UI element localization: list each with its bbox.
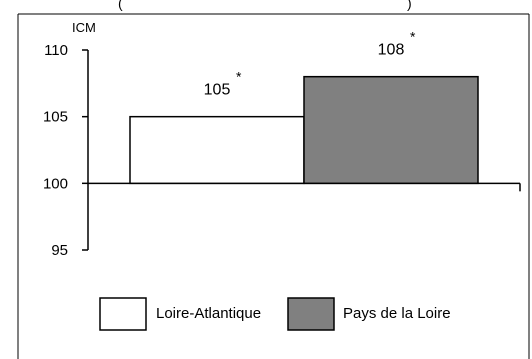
header-open-paren: ( [118, 0, 123, 11]
y-axis-unit-label: ICM [72, 20, 96, 35]
y-tick-label-100: 100 [43, 175, 68, 192]
y-tick-label-110: 110 [44, 42, 68, 59]
value-label-loire-atlantique: 105 [204, 82, 231, 99]
bars [129, 75, 479, 185]
significance-marker-loire-atlantique: * [236, 69, 242, 85]
legend-swatch-pays-de-la-loire [287, 297, 335, 331]
value-labels: 105 * 108 * [204, 29, 416, 99]
legend-label-loire-atlantique: Loire-Atlantique [156, 305, 261, 322]
y-tick-label-95: 95 [51, 242, 68, 259]
legend: Loire-Atlantique Pays de la Loire [99, 297, 451, 331]
legend-label-pays-de-la-loire: Pays de la Loire [343, 305, 451, 322]
significance-marker-pays-de-la-loire: * [410, 29, 416, 45]
bar-loire-atlantique [129, 115, 305, 185]
legend-swatch-loire-atlantique [99, 297, 147, 331]
bar-pays-de-la-loire [303, 75, 479, 185]
header-close-paren: ) [407, 0, 412, 11]
value-label-pays-de-la-loire: 108 [378, 42, 405, 59]
y-tick-label-105: 105 [43, 109, 68, 126]
